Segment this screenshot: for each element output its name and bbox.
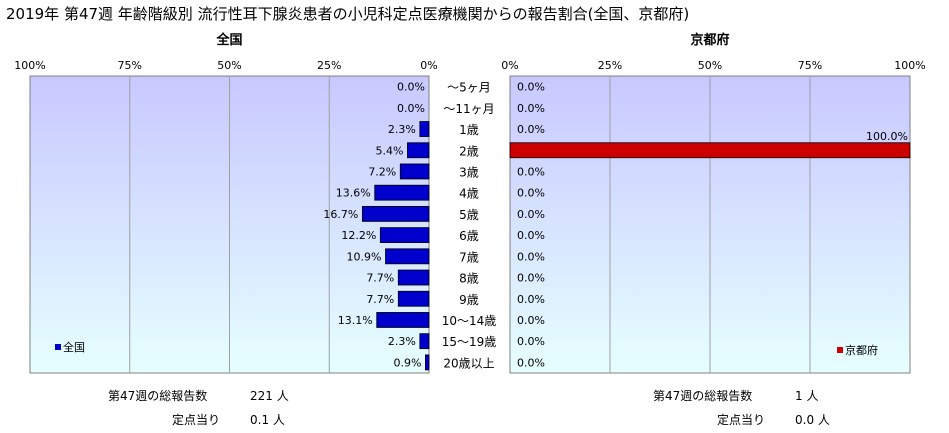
kyoto-data-label: 0.0% xyxy=(517,165,545,178)
national-bar xyxy=(385,248,430,265)
national-data-label: 7.7% xyxy=(366,293,394,306)
footer-national-per-label: 定点当り xyxy=(172,413,221,427)
national-tick-label: 50% xyxy=(217,59,241,72)
chart-title: 2019年 第47週 年齢階級別 流行性耳下腺炎患者の小児科定点医療機関からの報… xyxy=(6,5,690,23)
category-label: 20歳以上 xyxy=(443,356,494,370)
kyoto-data-label: 0.0% xyxy=(517,123,545,136)
national-data-label: 2.3% xyxy=(388,335,416,348)
national-tick-label: 0% xyxy=(420,59,437,72)
category-label: 15～19歳 xyxy=(442,335,497,349)
kyoto-bar xyxy=(509,142,911,159)
national-bar xyxy=(397,290,430,307)
national-bar xyxy=(425,354,430,371)
kyoto-data-label: 0.0% xyxy=(517,335,545,348)
category-label: 2歳 xyxy=(459,144,479,158)
national-data-label: 0.0% xyxy=(397,102,425,115)
national-data-label: 2.3% xyxy=(388,123,416,136)
national-bar xyxy=(419,333,430,350)
kyoto-data-label: 100.0% xyxy=(866,130,908,143)
category-label: 7歳 xyxy=(459,250,479,264)
kyoto-data-label: 0.0% xyxy=(517,356,545,369)
national-bar xyxy=(399,163,430,180)
footer-kyoto-per-label: 定点当り xyxy=(717,413,766,427)
footer-kyoto-per-value: 0.0 人 xyxy=(795,413,830,427)
kyoto-tick-label: 50% xyxy=(698,59,722,72)
kyoto-panel-title: 京都府 xyxy=(690,32,729,48)
national-panel-title: 全国 xyxy=(215,32,242,48)
national-bar xyxy=(361,205,430,222)
national-tick-label: 25% xyxy=(317,59,341,72)
kyoto-legend-swatch xyxy=(837,347,843,353)
national-data-label: 13.6% xyxy=(336,187,371,200)
kyoto-data-label: 0.0% xyxy=(517,102,545,115)
kyoto-tick-label: 100% xyxy=(894,59,925,72)
national-data-label: 7.7% xyxy=(366,272,394,285)
national-data-label: 12.2% xyxy=(341,229,376,242)
footer-national-total-label: 第47週の総報告数 xyxy=(108,389,208,403)
national-bar xyxy=(397,269,430,286)
category-label: 5歳 xyxy=(459,208,479,222)
kyoto-data-label: 0.0% xyxy=(517,187,545,200)
national-data-label: 16.7% xyxy=(323,208,358,221)
kyoto-data-label: 0.0% xyxy=(517,250,545,263)
kyoto-data-label: 0.0% xyxy=(517,314,545,327)
category-label: 6歳 xyxy=(459,229,479,243)
national-bar xyxy=(419,121,430,137)
national-tick-label: 100% xyxy=(14,59,45,72)
national-data-label: 7.2% xyxy=(368,165,396,178)
kyoto-tick-label: 25% xyxy=(598,59,622,72)
kyoto-data-label: 0.0% xyxy=(517,229,545,242)
national-data-label: 13.1% xyxy=(338,314,373,327)
footer-national-per-value: 0.1 人 xyxy=(250,413,285,427)
footer-kyoto-total-value: 1 人 xyxy=(795,389,819,403)
national-bar xyxy=(407,142,430,159)
national-data-label: 0.9% xyxy=(393,356,421,369)
national-bar xyxy=(374,184,430,201)
category-label: 1歳 xyxy=(459,123,479,137)
category-label: 10～14歳 xyxy=(442,314,497,328)
national-legend-label: 全国 xyxy=(63,340,85,354)
national-bar xyxy=(379,227,430,244)
footer-national-total-value: 221 人 xyxy=(250,389,289,403)
kyoto-data-label: 0.0% xyxy=(517,293,545,306)
national-tick-label: 75% xyxy=(118,59,142,72)
national-bar xyxy=(376,312,430,328)
kyoto-data-label: 0.0% xyxy=(517,81,545,94)
national-legend-swatch xyxy=(55,344,61,350)
kyoto-data-label: 0.0% xyxy=(517,208,545,221)
footer-kyoto-total-label: 第47週の総報告数 xyxy=(653,389,753,403)
national-data-label: 10.9% xyxy=(347,250,382,263)
kyoto-legend-label: 京都府 xyxy=(845,343,878,357)
national-data-label: 5.4% xyxy=(376,144,404,157)
category-label: ～5ヶ月 xyxy=(447,81,491,95)
kyoto-tick-label: 0% xyxy=(501,59,518,72)
national-data-label: 0.0% xyxy=(397,81,425,94)
category-label: ～11ヶ月 xyxy=(443,102,494,116)
kyoto-data-label: 0.0% xyxy=(517,272,545,285)
kyoto-tick-label: 75% xyxy=(798,59,822,72)
category-label: 3歳 xyxy=(459,165,479,179)
category-label: 4歳 xyxy=(459,187,479,201)
category-label: 8歳 xyxy=(459,272,479,286)
category-label: 9歳 xyxy=(459,293,479,307)
